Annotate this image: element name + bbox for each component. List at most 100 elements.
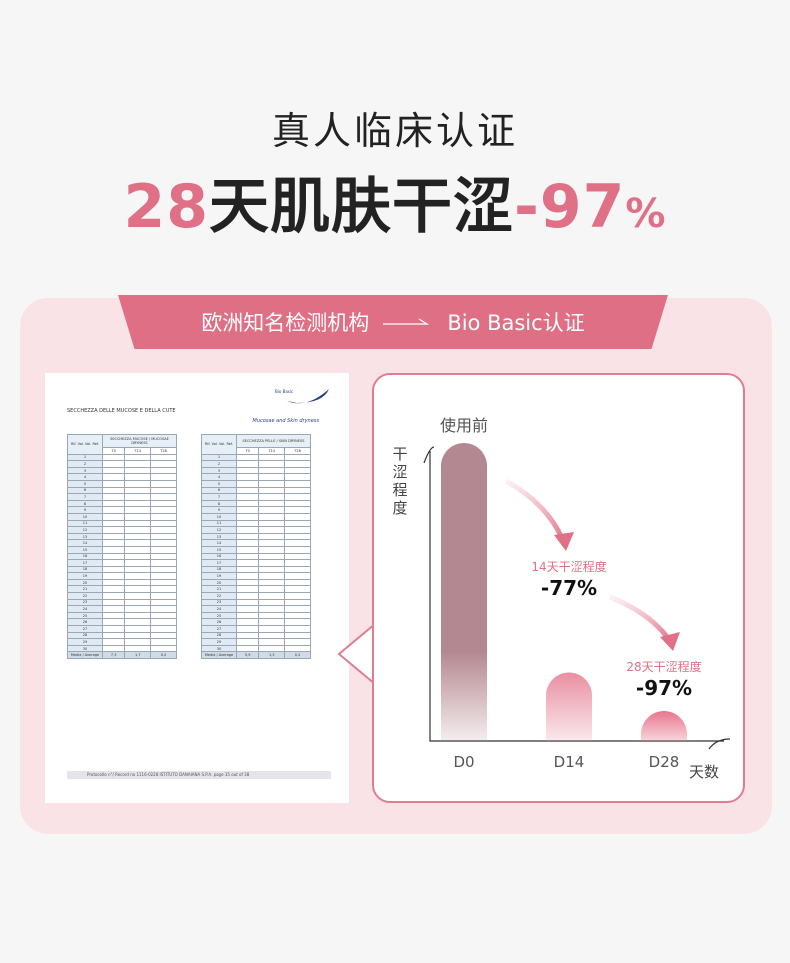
bar-label-d14: 14天干涩程度 xyxy=(531,559,606,574)
certification-ribbon: 欧洲知名检测机构 Bio Basic认证 xyxy=(118,295,668,349)
headline-line2: 28天肌肤干涩-97% xyxy=(0,158,790,245)
y-axis-label-char: 涩 xyxy=(392,463,407,481)
table-row: 2 xyxy=(201,460,311,468)
table-row: 7 xyxy=(201,493,311,501)
change-label-d14: -77% xyxy=(541,576,597,600)
headline-claim: 天肌肤干涩 xyxy=(209,172,514,242)
document-footer: Protocollo n°/ Record no 1116-0228 ISTIT… xyxy=(67,771,331,779)
table-row: 21 xyxy=(67,585,177,594)
arrow-icon xyxy=(504,478,567,544)
average-row: Media / Average 5,9 1,3 0,2 xyxy=(201,651,311,659)
lab-logo-icon: Bio Basic xyxy=(275,389,329,404)
table-row: 5 xyxy=(67,479,177,488)
table-row: 2 xyxy=(67,460,177,468)
y-axis-cap xyxy=(423,446,435,464)
x-axis-cap xyxy=(708,738,731,750)
table-row: 27 xyxy=(201,625,311,633)
table-row: 3 xyxy=(201,466,311,475)
table-row: 5 xyxy=(201,479,311,488)
table-row: 7 xyxy=(67,493,177,501)
table-row: 29 xyxy=(201,638,311,646)
table-row: 28 xyxy=(201,631,311,640)
document-subtitle: Mucosae and Skin dryness xyxy=(252,418,319,424)
table-row: 16 xyxy=(201,552,311,561)
table-row: 22 xyxy=(67,592,177,600)
headline-line1: 真人临床认证 xyxy=(271,109,518,153)
table-row: 14 xyxy=(201,539,311,547)
bar-d28 xyxy=(641,711,687,741)
ribbon-arrow-icon xyxy=(383,315,433,329)
y-axis-label-char: 程 xyxy=(392,481,407,499)
y-axis-label-char: 干 xyxy=(392,445,407,463)
speech-bubble-tail xyxy=(337,624,377,684)
table-header: SECCHEZZA PELLE / SKIN DRYNESS xyxy=(236,434,311,448)
table-row: 15 xyxy=(201,545,311,554)
arrow-icon xyxy=(609,594,674,645)
table-row: 19 xyxy=(201,572,311,580)
table-row: 24 xyxy=(201,605,311,613)
table-row: 4 xyxy=(67,473,177,481)
headline-days-number: 28 xyxy=(123,172,209,242)
column-header: T0 xyxy=(235,447,260,455)
table-row: 17 xyxy=(201,559,311,567)
table-row: 20 xyxy=(67,578,177,587)
ribbon-left-text: 欧洲知名检测机构 xyxy=(201,311,370,335)
x-axis-label: 天数 xyxy=(689,763,719,781)
table-row: 22 xyxy=(201,592,311,600)
table-row: 16 xyxy=(67,552,177,561)
arrow-head-icon xyxy=(554,532,574,551)
column-header: T14 xyxy=(124,447,152,455)
headline-percent: % xyxy=(625,191,667,237)
table-row: 28 xyxy=(67,631,177,640)
bar-d14 xyxy=(546,672,592,741)
table-row: 15 xyxy=(67,545,177,554)
ribbon-right-text: Bio Basic认证 xyxy=(447,311,585,335)
table-row: 27 xyxy=(67,625,177,633)
table-row: 25 xyxy=(67,611,177,620)
test-report-document: Bio Basic SECCHEZZA DELLE MUCOSE E DELLA… xyxy=(45,373,349,803)
table-row: 1 xyxy=(67,453,177,462)
column-header: T0 xyxy=(101,447,126,455)
x-tick-label: D0 xyxy=(453,753,474,771)
table-row: 11 xyxy=(201,519,311,528)
table-row: 24 xyxy=(67,605,177,613)
table-row: 4 xyxy=(201,473,311,481)
table-row: 9 xyxy=(67,506,177,514)
table-row: 13 xyxy=(201,532,311,541)
table-row: 12 xyxy=(201,526,311,534)
column-header: T28 xyxy=(150,447,177,455)
x-tick-label: D28 xyxy=(649,753,680,771)
arrow-head-icon xyxy=(660,632,680,651)
table-row: 23 xyxy=(67,598,177,607)
mucosae-dryness-table: Rif. Vol. Vol. Ref. SECCHEZZA MUCOSE / MU… xyxy=(67,434,177,659)
table-row: 23 xyxy=(201,598,311,607)
table-row: 8 xyxy=(201,499,311,508)
table-row: 10 xyxy=(67,512,177,521)
table-row: 25 xyxy=(201,611,311,620)
table-header: SECCHEZZA MUCOSE / MUCOSAE DRYNESS xyxy=(102,434,177,448)
axes xyxy=(429,451,724,742)
table-row: 14 xyxy=(67,539,177,547)
table-row: 26 xyxy=(67,618,177,627)
table-row: 9 xyxy=(201,506,311,514)
bar-label-d28: 28天干涩程度 xyxy=(626,659,701,674)
dryness-chart: 干涩程度天数 D0 D14 D28 使用前 14天干涩程度 -77% 28天干涩程度 -97% xyxy=(372,373,745,803)
table-row: 10 xyxy=(201,512,311,521)
table-row: 30 xyxy=(67,644,177,653)
table-row: 30 xyxy=(201,644,311,653)
svg-text:Bio Basic: Bio Basic xyxy=(275,389,293,394)
table-row: 1 xyxy=(201,453,311,462)
bar-d0 xyxy=(441,443,487,741)
ref-header: Rif. Vol. Vol. Ref. xyxy=(67,434,103,455)
x-tick-label: D14 xyxy=(554,753,585,771)
table-row: 18 xyxy=(67,565,177,574)
change-label-d28: -97% xyxy=(636,676,692,700)
table-row: 20 xyxy=(201,578,311,587)
table-row: 18 xyxy=(201,565,311,574)
y-axis-label-char: 度 xyxy=(392,499,407,517)
document-title: SECCHEZZA DELLE MUCOSE E DELLA CUTE xyxy=(67,408,176,414)
ref-header: Rif. Vol. Vol. Ref. xyxy=(201,434,237,455)
table-row: 13 xyxy=(67,532,177,541)
table-row: 17 xyxy=(67,559,177,567)
